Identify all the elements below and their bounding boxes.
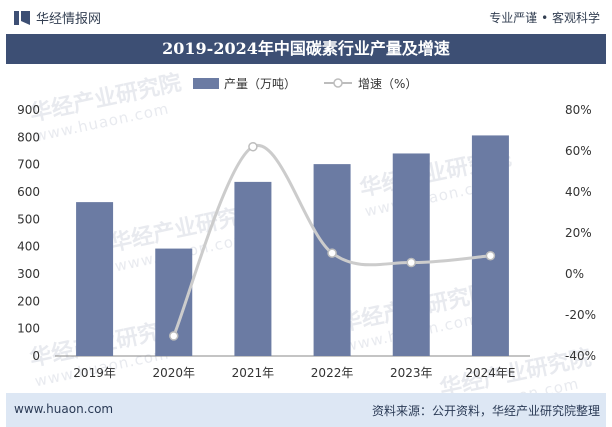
left-tick-label: 100 <box>17 322 40 336</box>
chart-title: 2019-2024年中国碳素行业产量及增速 <box>6 34 606 64</box>
line-series <box>169 141 496 341</box>
footer: www.huaon.com 资料来源：公开资料，华经产业研究院整理 <box>6 393 606 427</box>
footer-source: 资料来源：公开资料，华经产业研究院整理 <box>371 404 600 418</box>
x-tick-label: 2022年 <box>311 366 354 380</box>
combo-chart: 0 100 200 300 400 500 600 700 800 900 -40% -20% 0% 2… <box>17 77 596 380</box>
left-tick-label: 800 <box>17 130 40 144</box>
bar-series <box>76 135 509 356</box>
legend: 产量（万吨） 增速（%） <box>193 77 417 91</box>
legend-line-marker <box>333 78 343 88</box>
x-axis-ticks: 2019年 2020年 2021年 2022年 2023年 2024年E <box>73 366 515 380</box>
x-tick-label: 2020年 <box>152 366 195 380</box>
right-tick-label: 80% <box>565 103 592 117</box>
brand[interactable]: 华经情报网 <box>14 8 101 27</box>
right-tick-label: 20% <box>565 226 592 240</box>
left-axis-ticks: 0 100 200 300 400 500 600 700 800 900 <box>17 103 40 363</box>
x-tick-label: 2023年 <box>390 366 433 380</box>
growth-point <box>169 331 179 341</box>
right-tick-label: 40% <box>565 185 592 199</box>
right-tick-label: -40% <box>565 349 596 363</box>
logo-icon <box>14 10 30 25</box>
x-tick-label: 2024年E <box>465 366 515 380</box>
bar <box>76 202 114 356</box>
legend-bar-swatch <box>193 78 219 89</box>
left-tick-label: 400 <box>17 240 40 254</box>
right-tick-label: 0% <box>565 267 584 281</box>
left-tick-label: 300 <box>17 267 40 281</box>
top-bar: 华经情报网 专业严谨 • 客观科学 <box>0 0 612 34</box>
left-tick-label: 900 <box>17 103 40 117</box>
left-tick-label: 700 <box>17 158 40 172</box>
bar <box>234 181 272 356</box>
footer-url[interactable]: www.huaon.com <box>14 402 114 416</box>
bar <box>471 135 509 356</box>
right-axis-ticks: -40% -20% 0% 20% 40% 60% 80% <box>565 103 596 363</box>
bar <box>392 153 430 356</box>
legend-bar-label: 产量（万吨） <box>224 77 296 91</box>
left-tick-label: 600 <box>17 185 40 199</box>
growth-point <box>327 248 337 258</box>
left-tick-label: 200 <box>17 294 40 308</box>
brand-name: 华经情报网 <box>36 12 102 27</box>
right-tick-label: 60% <box>565 144 592 158</box>
growth-point <box>248 141 258 152</box>
legend-line-label: 增速（%） <box>358 77 417 91</box>
right-tick-label: -20% <box>565 308 596 322</box>
left-tick-label: 0 <box>32 349 40 363</box>
x-tick-label: 2019年 <box>73 366 116 380</box>
growth-point <box>406 257 416 268</box>
left-tick-label: 500 <box>17 212 40 226</box>
x-tick-label: 2021年 <box>232 366 275 380</box>
growth-line <box>172 143 491 337</box>
motto: 专业严谨 • 客观科学 <box>489 11 600 25</box>
growth-point <box>485 251 496 261</box>
